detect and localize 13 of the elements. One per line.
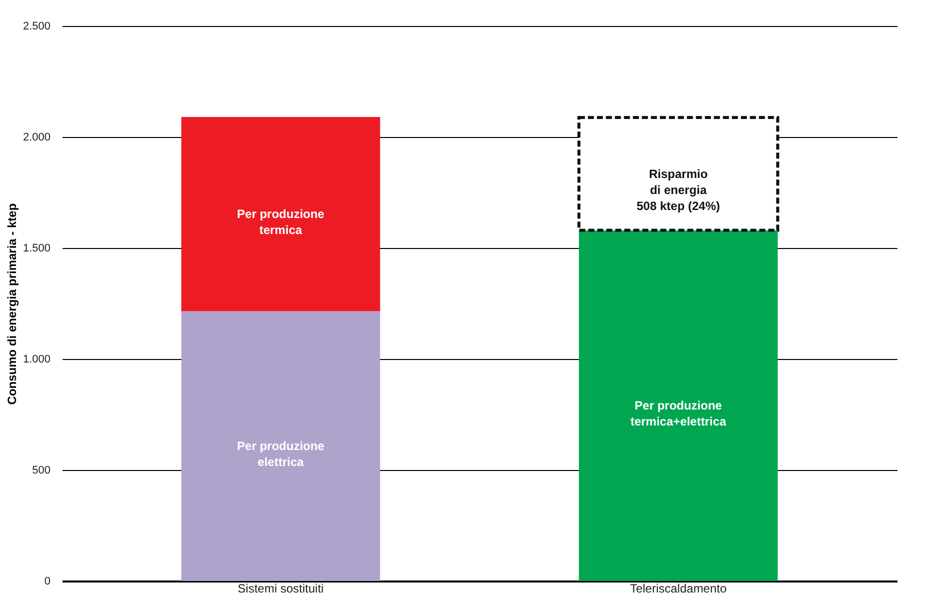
x-tick-label: Teleriscaldamento <box>630 582 727 596</box>
y-tick-label: 2.500 <box>22 20 50 32</box>
y-tick-label: 2.000 <box>22 132 50 144</box>
y-tick-label: 1.000 <box>22 354 50 366</box>
y-axis-title: Consumo di energia primaria - ktep <box>4 203 19 405</box>
y-tick-label: 1.500 <box>22 242 50 254</box>
series-label: Per produzione termica <box>237 207 325 238</box>
series-label: Risparmio di energia 508 ktep (24%) <box>636 166 720 213</box>
y-tick-label: 500 <box>32 464 50 476</box>
series-label: Per produzione termica+elettrica <box>630 398 726 429</box>
y-tick-label: 0 <box>44 576 50 588</box>
series-label: Per produzione elettrica <box>237 439 325 470</box>
x-tick-label: Sistemi sostituiti <box>238 582 324 596</box>
